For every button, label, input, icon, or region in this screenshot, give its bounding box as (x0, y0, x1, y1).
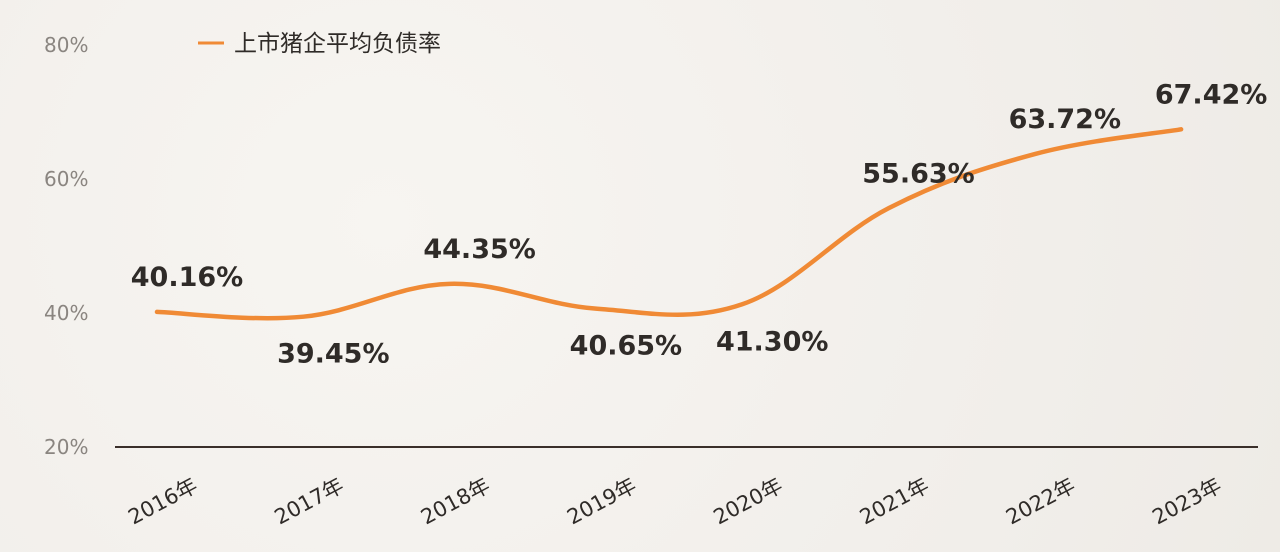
y-tick-label: 20% (44, 435, 88, 459)
y-axis-ticks: 20% 40% 60% 80% (44, 33, 88, 459)
data-label: 55.63% (862, 158, 974, 189)
x-tick-label: 2016年 (124, 473, 201, 529)
x-axis-labels: 2016年 2017年 2018年 2019年 2020年 2021年 2022年 2023年 (124, 473, 1225, 529)
legend-label: 上市猪企平均负债率 (234, 31, 441, 57)
data-label: 44.35% (423, 234, 535, 265)
series-line (154, 127, 1184, 321)
data-label: 40.16% (131, 262, 243, 293)
x-tick-label: 2017年 (271, 473, 348, 529)
data-labels: 40.16% 39.45% 44.35% 40.65% 41.30% 55.63% 63.7… (131, 79, 1268, 369)
x-tick-label: 2021年 (856, 473, 933, 529)
y-tick-label: 40% (44, 301, 88, 325)
data-label: 41.30% (716, 326, 828, 357)
x-tick-label: 2023年 (1148, 473, 1225, 529)
x-tick-label: 2019年 (563, 473, 640, 529)
legend: 上市猪企平均负债率 (198, 31, 441, 57)
x-tick-label: 2022年 (1002, 473, 1079, 529)
data-label: 67.42% (1155, 79, 1267, 110)
x-tick-label: 2020年 (710, 473, 787, 529)
data-label: 40.65% (570, 331, 682, 362)
data-label: 39.45% (277, 339, 389, 370)
data-label: 63.72% (1009, 104, 1121, 135)
y-tick-label: 60% (44, 167, 88, 191)
y-tick-label: 80% (44, 33, 88, 57)
x-tick-label: 2018年 (417, 473, 494, 529)
